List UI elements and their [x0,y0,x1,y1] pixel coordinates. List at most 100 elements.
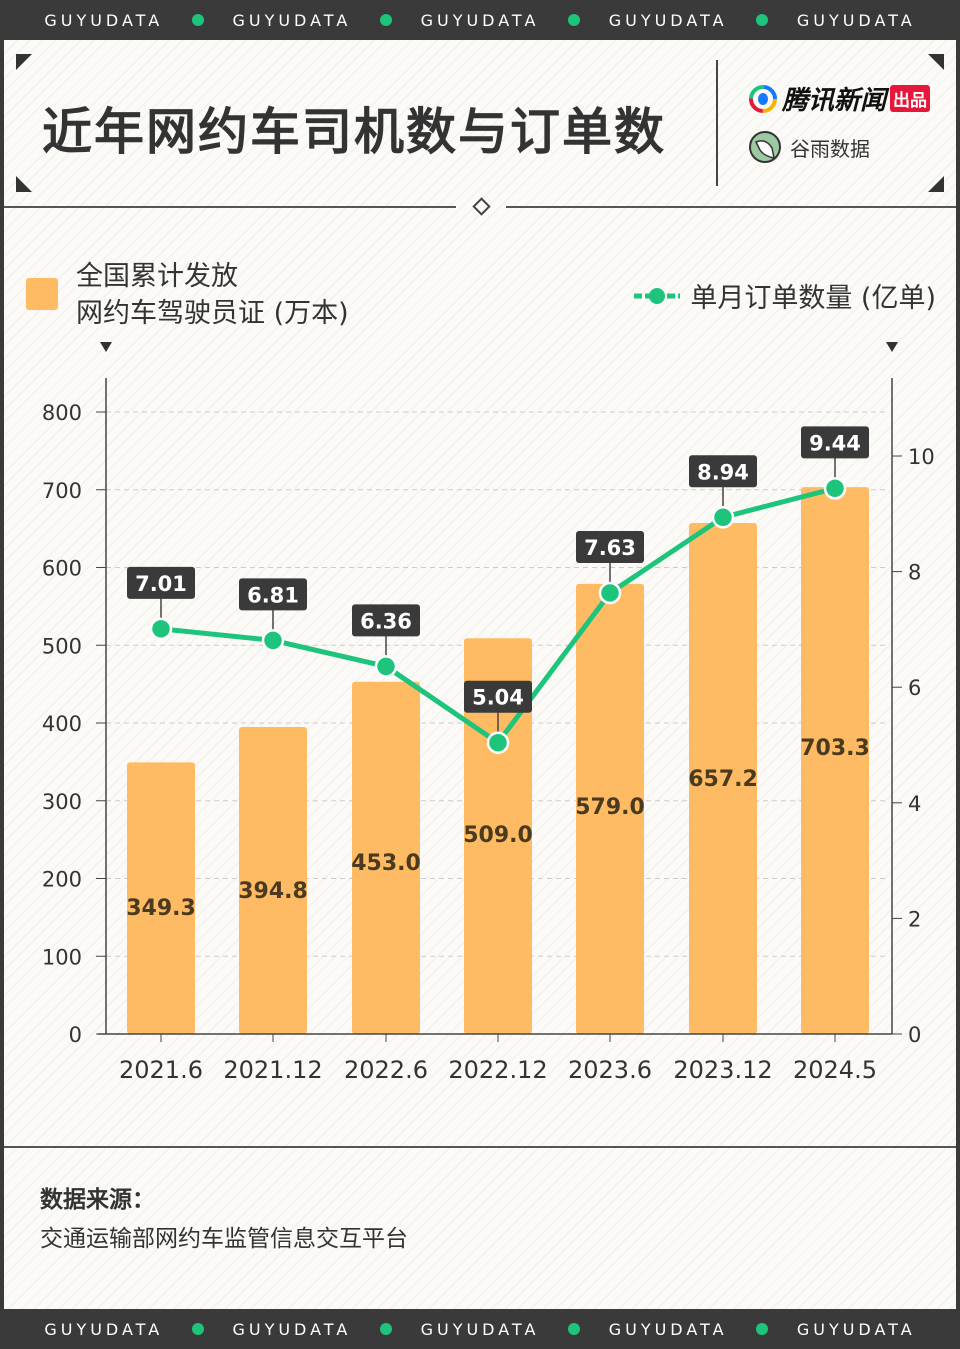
bar [689,523,757,1034]
corner-mark [928,54,944,70]
band-text: GUYUDATA [420,1319,540,1339]
line-value-badge [689,455,757,488]
line-value-label: 7.63 [584,536,636,560]
bar-value-label: 703.3 [800,736,870,761]
corner-mark [16,176,32,192]
left-tick-label: 600 [42,557,82,581]
bar [464,638,532,1034]
bottom-brand-band: GUYUDATA GUYUDATA GUYUDATA GUYUDATA GUYUDATA [0,1309,960,1349]
left-tick-label: 200 [42,868,82,892]
line-value-badge [127,566,195,599]
x-tick-label: 2022.12 [448,1056,547,1084]
dot-icon [568,1323,581,1335]
dot-icon [379,1323,392,1335]
divider [716,60,718,186]
bar [801,487,869,1034]
page-title: 近年网约车司机数与订单数 [42,103,666,161]
right-tick-label: 2 [908,907,921,931]
right-tick-label: 4 [908,792,921,816]
left-axis-arrow-icon [100,342,112,352]
left-tick-label: 100 [42,945,82,969]
bar-value-label: 657.2 [688,767,758,792]
corner-mark [16,54,32,70]
left-tick-label: 300 [42,790,82,814]
guyu-logo-text: 谷雨数据 [790,136,870,161]
legend-bar-swatch [26,278,58,310]
left-tick-label: 0 [69,1023,82,1047]
band-text: GUYUDATA [608,10,728,30]
legend-bar-line2: 网约车驾驶员证 (万本) [76,298,349,329]
band-text: GUYUDATA [44,1319,164,1339]
tencent-logo-icon [749,84,777,113]
bar [127,762,195,1034]
x-tick-label: 2021.12 [223,1056,322,1084]
x-tick-label: 2024.5 [793,1056,877,1084]
x-tick-label: 2022.6 [344,1056,428,1084]
source-label: 数据来源： [40,1187,155,1213]
bar-value-label: 579.0 [575,795,645,820]
left-tick-label: 400 [42,712,82,736]
right-axis-arrow-icon [886,342,898,352]
dot-icon [568,14,581,26]
left-tick-label: 700 [42,479,82,503]
line-value-label: 5.04 [472,686,524,710]
left-tick-label: 800 [42,401,82,425]
band-text: GUYUDATA [44,10,164,30]
line-value-label: 6.36 [360,609,412,633]
card [4,40,956,1309]
band-text: GUYUDATA [796,10,916,30]
divider [506,206,956,208]
divider [4,206,456,208]
bar-value-label: 394.8 [238,879,308,904]
tencent-news-logo: 腾讯新闻 出品 [748,80,931,117]
line-value-label: 9.44 [809,431,861,455]
divider [4,1146,956,1148]
x-tick-label: 2021.6 [119,1056,203,1084]
line-point [374,655,398,678]
right-tick-label: 0 [908,1023,921,1047]
band-text: GUYUDATA [232,1319,352,1339]
dot-icon [379,14,392,26]
line-value-badge [464,680,532,713]
band-text: GUYUDATA [420,10,540,30]
corner-mark [928,176,944,192]
x-tick-label: 2023.6 [568,1056,652,1084]
legend-bar-line1: 全国累计发放 [76,261,238,292]
bar-value-label: 349.3 [126,896,196,921]
line-point [598,581,622,605]
right-tick-label: 6 [908,676,921,700]
line-point [486,731,510,754]
line-point [711,506,735,529]
bar-value-label: 453.0 [351,851,421,876]
source-text: 交通运输部网约车监管信息交互平台 [40,1226,408,1252]
bar [576,583,644,1034]
band-text: GUYUDATA [608,1319,728,1339]
bar-value-label: 509.0 [463,823,533,848]
line-value-badge [801,426,869,459]
dot-icon [756,14,769,26]
guyu-logo: 谷雨数据 [748,130,870,164]
top-brand-band: GUYUDATA GUYUDATA GUYUDATA GUYUDATA GUYUDATA [0,0,960,40]
line-point [823,477,847,500]
band-text: GUYUDATA [232,10,352,30]
bar [352,681,420,1034]
line-value-badge [576,530,644,563]
x-tick-label: 2023.12 [673,1056,772,1084]
dot-icon [756,1323,769,1335]
legend-line-label: 单月订单数量 (亿单) [690,283,936,314]
legend-line-swatch [634,287,681,304]
line-value-label: 8.94 [697,460,749,484]
bird-logo-icon [749,131,781,163]
legend-bar-label: 全国累计发放网约车驾驶员证 (万本) [76,258,349,332]
tencent-logo-text: 腾讯新闻 [782,86,887,116]
tencent-badge: 出品 [890,85,931,112]
line-value-label: 7.01 [135,572,187,596]
dot-icon [191,14,204,26]
right-tick-label: 10 [908,445,935,469]
bar [239,727,307,1034]
band-text: GUYUDATA [796,1319,916,1339]
legend-line: 单月订单数量 (亿单) [634,276,936,315]
line-value-badge [239,578,307,611]
line-point [261,629,285,652]
